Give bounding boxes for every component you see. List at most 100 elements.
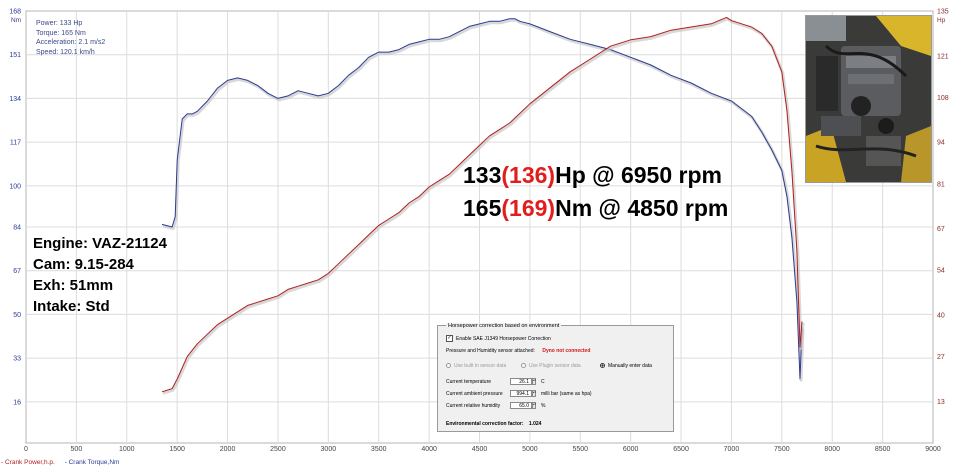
peak-torque-corrected: (169) bbox=[501, 195, 556, 221]
readout-speed: Speed: 120.1 km/h bbox=[36, 48, 95, 56]
x-tick-label: 6000 bbox=[623, 446, 639, 453]
factor-value: 1.024 bbox=[528, 421, 542, 427]
engine-bay-photo bbox=[805, 15, 932, 183]
right-tick-label: 27 bbox=[937, 354, 945, 361]
right-tick-label: 81 bbox=[937, 181, 945, 188]
factor-row: Environmental correction factor: 1.024 bbox=[446, 421, 541, 427]
sensor-row: Pressure and Humidity sensor attached: D… bbox=[446, 348, 590, 354]
x-tick-label: 8500 bbox=[875, 446, 891, 453]
legend-power: - Crank Power,h.p. bbox=[1, 459, 55, 466]
factor-label: Environmental correction factor: bbox=[446, 421, 524, 427]
left-tick-label: 16 bbox=[13, 399, 21, 406]
option-plugin[interactable]: Use Plugin sensor data bbox=[521, 363, 581, 369]
option-manual-radio[interactable] bbox=[600, 363, 605, 369]
right-axis-unit: Hp bbox=[937, 17, 946, 24]
torque-curve bbox=[161, 18, 803, 380]
option-manual[interactable]: Manually enter data bbox=[600, 363, 652, 369]
pressure-input[interactable]: 994.1 bbox=[510, 390, 532, 397]
x-tick-label: 0 bbox=[24, 446, 28, 453]
engine-info: Engine: VAZ-21124 Cam: 9.15-284 Exh: 51m… bbox=[33, 233, 167, 317]
live-readout: Power: 133 Hp Torque: 165 Nm Acceleratio… bbox=[36, 19, 105, 57]
chart-legend: - Crank Power,h.p. - Crank Torque,Nm bbox=[1, 459, 119, 466]
power-curve-shadow bbox=[162, 17, 805, 395]
left-tick-label: 84 bbox=[13, 225, 21, 232]
sensor-status: Dyno not connected bbox=[542, 348, 591, 354]
enable-correction-row[interactable]: ✓ Enable SAE J1349 Horsepower Correction bbox=[446, 335, 551, 342]
temp-unit: C bbox=[541, 379, 545, 385]
readout-power: Power: 133 Hp bbox=[36, 20, 83, 27]
peak-torque-suffix: Nm @ 4850 rpm bbox=[555, 195, 729, 221]
option-builtin-label: Use built in sensor data bbox=[454, 363, 507, 369]
x-tick-label: 2000 bbox=[220, 446, 236, 453]
pressure-label: Current ambient pressure bbox=[446, 391, 503, 397]
peak-power-suffix: Hp @ 6950 rpm bbox=[555, 162, 722, 188]
engine-label: Engine: VAZ-21124 bbox=[33, 235, 167, 252]
option-builtin-radio[interactable] bbox=[446, 363, 451, 369]
peak-torque-value: 165 bbox=[463, 195, 502, 221]
humidity-input[interactable]: 65.0 bbox=[510, 402, 532, 409]
x-tick-label: 5000 bbox=[522, 446, 538, 453]
peak-power-value: 133 bbox=[463, 162, 502, 188]
readout-acceleration: Acceleration: 2.1 m/s2 bbox=[36, 39, 106, 46]
torque-curve-shadow bbox=[162, 18, 805, 382]
left-axis-unit: Nm bbox=[11, 17, 21, 24]
legend-torque: - Crank Torque,Nm bbox=[64, 459, 120, 466]
pressure-unit: milli bar (same as hpa) bbox=[541, 391, 592, 397]
peak-results: 133(136)Hp @ 6950 rpm 165(169)Nm @ 4850 … bbox=[463, 159, 728, 225]
option-builtin[interactable]: Use built in sensor data bbox=[446, 363, 506, 369]
x-tick-label: 6500 bbox=[673, 446, 689, 453]
humidity-label: Current relative humidity bbox=[446, 403, 501, 409]
left-tick-label: 134 bbox=[9, 96, 21, 103]
peak-power-corrected: (136) bbox=[501, 162, 556, 188]
x-tick-label: 4500 bbox=[472, 446, 488, 453]
right-tick-label: 67 bbox=[937, 226, 945, 233]
x-tick-label: 1500 bbox=[169, 446, 185, 453]
enable-correction-checkbox[interactable]: ✓ bbox=[446, 335, 453, 342]
x-tick-label: 4000 bbox=[421, 446, 437, 453]
option-manual-label: Manually enter data bbox=[608, 363, 652, 369]
left-tick-label: 100 bbox=[9, 183, 21, 190]
right-tick-label: 13 bbox=[937, 399, 945, 406]
x-tick-label: 7500 bbox=[774, 446, 790, 453]
cam-label: Cam: 9.15-284 bbox=[33, 256, 134, 273]
x-tick-label: 9000 bbox=[925, 446, 941, 453]
correction-panel: Horsepower correction based on environme… bbox=[437, 323, 674, 432]
humidity-unit: % bbox=[541, 403, 546, 409]
x-tick-label: 3500 bbox=[371, 446, 387, 453]
right-tick-label: 40 bbox=[937, 313, 945, 320]
temp-label: Current temperature bbox=[446, 379, 492, 385]
left-tick-label: 67 bbox=[13, 268, 21, 275]
x-tick-label: 7000 bbox=[724, 446, 740, 453]
temp-input[interactable]: 26.1 bbox=[510, 378, 532, 385]
option-plugin-label: Use Plugin sensor data bbox=[529, 363, 581, 369]
x-tick-label: 500 bbox=[71, 446, 83, 453]
left-tick-label: 33 bbox=[13, 356, 21, 363]
x-tick-label: 5500 bbox=[572, 446, 588, 453]
intake-label: Intake: Std bbox=[33, 298, 110, 315]
right-tick-label: 108 bbox=[937, 95, 949, 102]
left-tick-label: 117 bbox=[10, 140, 21, 147]
peak-torque-line: 165(169)Nm @ 4850 rpm bbox=[463, 192, 728, 225]
pressure-spinner[interactable]: ▴▾ bbox=[532, 390, 536, 397]
enable-correction-label: Enable SAE J1349 Horsepower Correction bbox=[456, 335, 551, 342]
humidity-spinner[interactable]: ▴▾ bbox=[532, 402, 536, 409]
readout-torque: Torque: 165 Nm bbox=[36, 29, 86, 37]
right-tick-label: 54 bbox=[937, 268, 945, 275]
right-tick-label: 121 bbox=[937, 53, 949, 60]
power-curve bbox=[161, 16, 803, 393]
right-tick-label: 135 bbox=[937, 9, 949, 16]
x-tick-label: 8000 bbox=[824, 446, 840, 453]
x-tick-label: 3000 bbox=[321, 446, 337, 453]
option-plugin-radio[interactable] bbox=[521, 363, 526, 369]
left-tick-label: 151 bbox=[9, 52, 21, 59]
left-tick-label: 168 bbox=[9, 9, 21, 16]
x-tick-label: 1000 bbox=[119, 446, 135, 453]
exhaust-label: Exh: 51mm bbox=[33, 277, 114, 294]
left-tick-label: 50 bbox=[13, 312, 21, 319]
sensor-label: Pressure and Humidity sensor attached: bbox=[446, 348, 535, 354]
correction-panel-title: Horsepower correction based on environme… bbox=[446, 323, 562, 329]
x-tick-label: 2500 bbox=[270, 446, 286, 453]
temp-spinner[interactable]: ▴▾ bbox=[532, 378, 536, 385]
peak-power-line: 133(136)Hp @ 6950 rpm bbox=[463, 159, 728, 192]
right-tick-label: 94 bbox=[937, 140, 945, 147]
